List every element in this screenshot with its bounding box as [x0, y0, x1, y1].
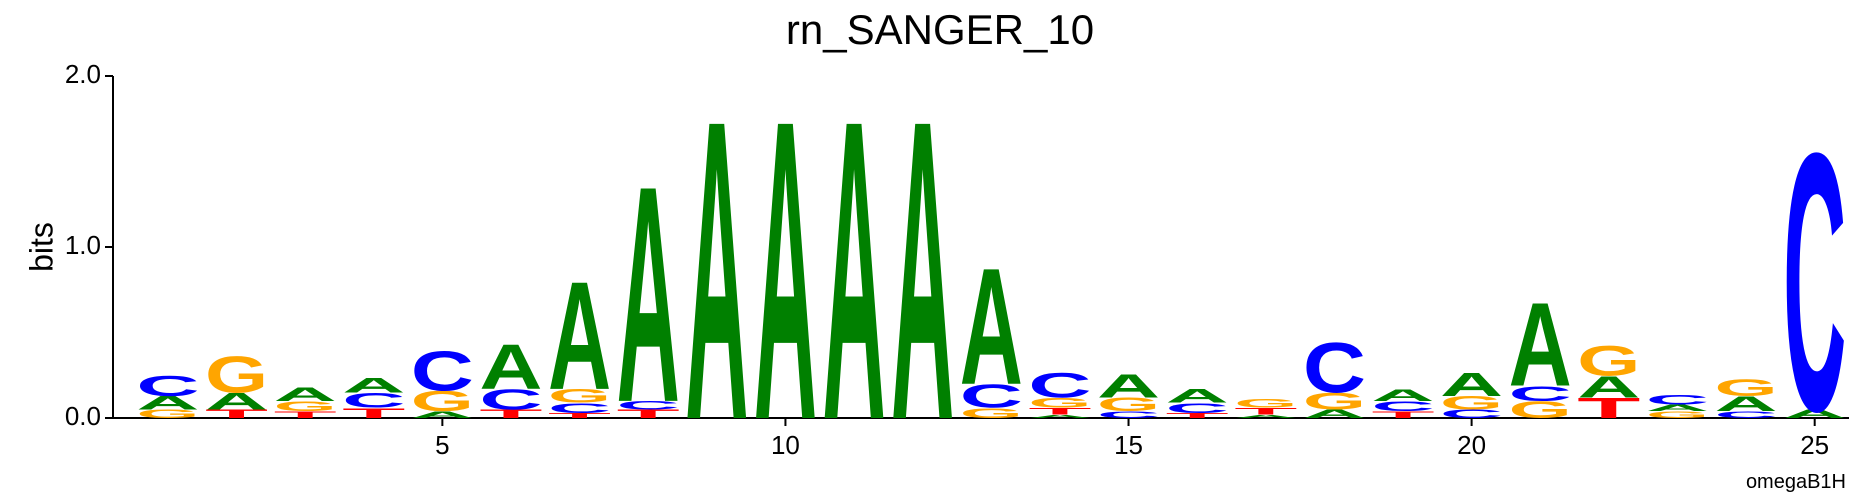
logo-letter: A — [1509, 279, 1572, 411]
logo-letter: C — [1371, 398, 1434, 414]
logo-letter: A — [548, 249, 611, 422]
x-tick-label: 20 — [1457, 430, 1486, 460]
logo-letter: A — [891, 31, 954, 496]
footnote: omegaB1H — [1746, 471, 1846, 493]
logo-letter: C — [548, 400, 611, 416]
x-tick-label: 25 — [1800, 430, 1829, 460]
x-tick-label: 5 — [435, 430, 449, 460]
logo-letter: A — [479, 331, 542, 403]
logo-letter: G — [1577, 337, 1640, 385]
logo-letter: G — [1234, 397, 1297, 410]
logo-letter: A — [1234, 414, 1297, 419]
logo-letter: A — [1646, 403, 1709, 414]
logo-letter: T — [548, 412, 611, 420]
logo-letter: A — [1715, 392, 1778, 416]
logo-letter: A — [822, 31, 885, 496]
logo-letter: G — [1715, 375, 1778, 401]
logo-letter: A — [1166, 386, 1229, 407]
logo-letter: C — [1166, 400, 1229, 416]
logo-letter: C — [1509, 382, 1572, 406]
logo-letter: C — [617, 399, 680, 412]
logo-letter: A — [274, 384, 337, 405]
x-tick-label: 15 — [1114, 430, 1143, 460]
logo-letter: T — [617, 407, 680, 420]
logo-letter: A — [1577, 370, 1640, 405]
logo-letter: C — [1783, 78, 1846, 489]
logo-letter: G — [1440, 393, 1503, 414]
logo-letter: C — [1097, 410, 1160, 421]
logo-letter: T — [1234, 406, 1297, 417]
logo-letter: A — [1028, 414, 1091, 419]
logo-letter: G — [1646, 410, 1709, 421]
logo-letter: A — [685, 31, 748, 496]
logo-letter: G — [960, 405, 1023, 421]
chart-title: rn_SANGER_10 — [786, 6, 1094, 53]
logo-letter: T — [1577, 392, 1640, 424]
logo-letter: A — [1371, 386, 1434, 405]
y-tick-label: 1.0 — [65, 230, 101, 260]
y-tick-label: 2.0 — [65, 59, 101, 89]
logo-letter: C — [342, 389, 405, 413]
logo-letter: G — [548, 386, 611, 407]
logo-letter: A — [205, 388, 268, 414]
logo-letter: C — [479, 383, 542, 415]
logo-letter: A — [1303, 407, 1366, 420]
logo-letter: C — [411, 340, 474, 404]
logo-letter: A — [960, 235, 1023, 420]
logo-letter: G — [1303, 388, 1366, 414]
logo-letter: C — [1028, 365, 1091, 405]
logo-letter: C — [1715, 410, 1778, 421]
logo-letter: T — [274, 410, 337, 421]
logo-letter: G — [1509, 397, 1572, 423]
logo-letter: G — [205, 345, 268, 403]
logo-letter: T — [342, 405, 405, 421]
logo-letter: T — [1371, 410, 1434, 421]
logo-letter: A — [617, 121, 680, 467]
logo-letter: A — [411, 410, 474, 421]
logo-letter: T — [205, 407, 268, 420]
logo-letter: C — [960, 378, 1023, 415]
logo-letter: A — [1783, 407, 1846, 420]
logo-letter: G — [1028, 395, 1091, 411]
logo-letter: A — [136, 393, 199, 414]
logo-letter: G — [136, 407, 199, 420]
logo-letter: C — [1646, 392, 1709, 408]
logo-letter: C — [136, 370, 199, 402]
x-tick-label: 10 — [771, 430, 800, 460]
logo-letter: A — [754, 31, 817, 496]
logo-letter: T — [1166, 412, 1229, 420]
y-tick-label: 0.0 — [65, 401, 101, 431]
y-axis-label: bits — [23, 222, 59, 272]
logo-letter: G — [411, 385, 474, 417]
logo-letter: A — [1097, 368, 1160, 405]
logo-letter: T — [1028, 406, 1091, 417]
logo-letter: A — [1440, 366, 1503, 403]
logo-letter: G — [274, 398, 337, 414]
logo-letter: C — [1303, 328, 1366, 408]
logo-letter: T — [479, 407, 542, 420]
logo-letter: A — [342, 373, 405, 397]
logo-letter: C — [1440, 407, 1503, 420]
logo-letter: G — [1097, 394, 1160, 415]
